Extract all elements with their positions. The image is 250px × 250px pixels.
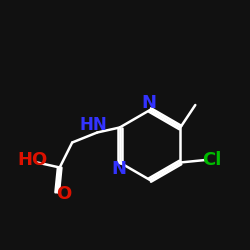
Text: N: N — [141, 94, 156, 112]
Text: Cl: Cl — [202, 151, 221, 169]
Text: HN: HN — [80, 116, 107, 134]
Text: N: N — [111, 160, 126, 178]
Text: HO: HO — [17, 151, 47, 169]
Text: O: O — [56, 185, 71, 203]
